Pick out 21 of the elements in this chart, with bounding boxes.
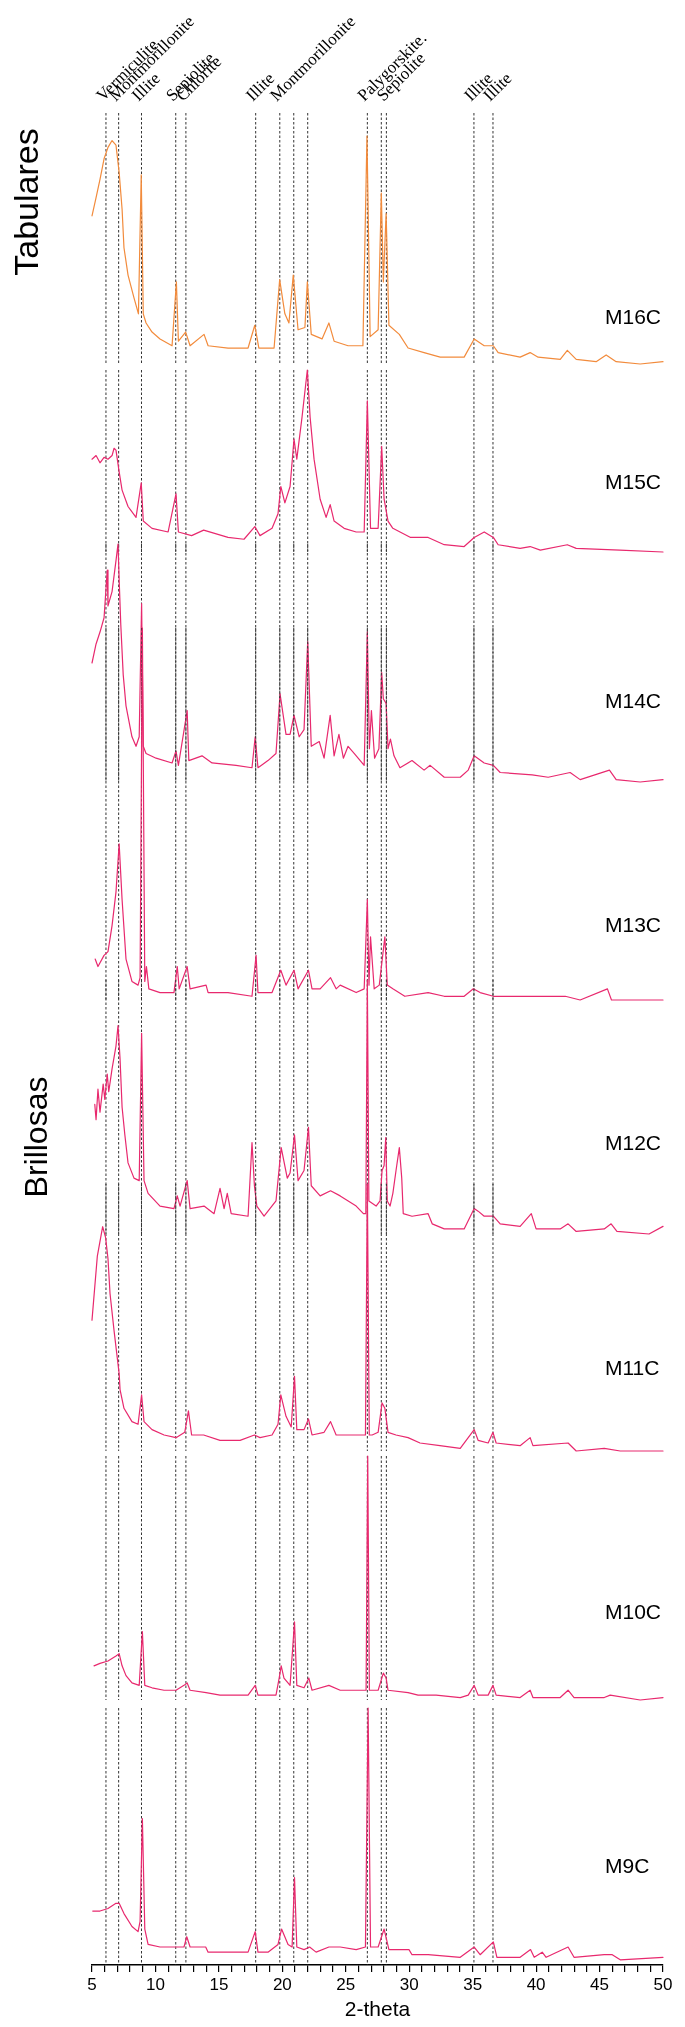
text: M12C: [605, 1130, 662, 1154]
x-tick-label: 40: [526, 1974, 546, 1994]
text: M13C: [605, 912, 662, 936]
x-tick-label: 35: [463, 1974, 483, 1994]
text: M14C: [605, 688, 662, 712]
x-tick-label: 30: [399, 1974, 419, 1994]
text: M11C: [605, 1355, 660, 1379]
text: Brillosas: [17, 1076, 54, 1198]
x-tick-label: 10: [145, 1974, 165, 1994]
series-label: M16C: [605, 304, 662, 328]
x-axis-title: 2-theta: [344, 1997, 411, 2021]
x-tick-label: 45: [590, 1974, 610, 1994]
x-tick-label: 15: [209, 1974, 229, 1994]
x-tick-label: 20: [272, 1974, 292, 1994]
text: M10C: [605, 1599, 662, 1623]
text: M15C: [605, 469, 662, 493]
x-tick-label: 25: [336, 1974, 356, 1994]
x-tick-label: 50: [653, 1974, 673, 1994]
text: M9C: [605, 1853, 650, 1877]
text: Tabulares: [7, 128, 46, 276]
x-tick-label: 5: [87, 1974, 97, 1994]
